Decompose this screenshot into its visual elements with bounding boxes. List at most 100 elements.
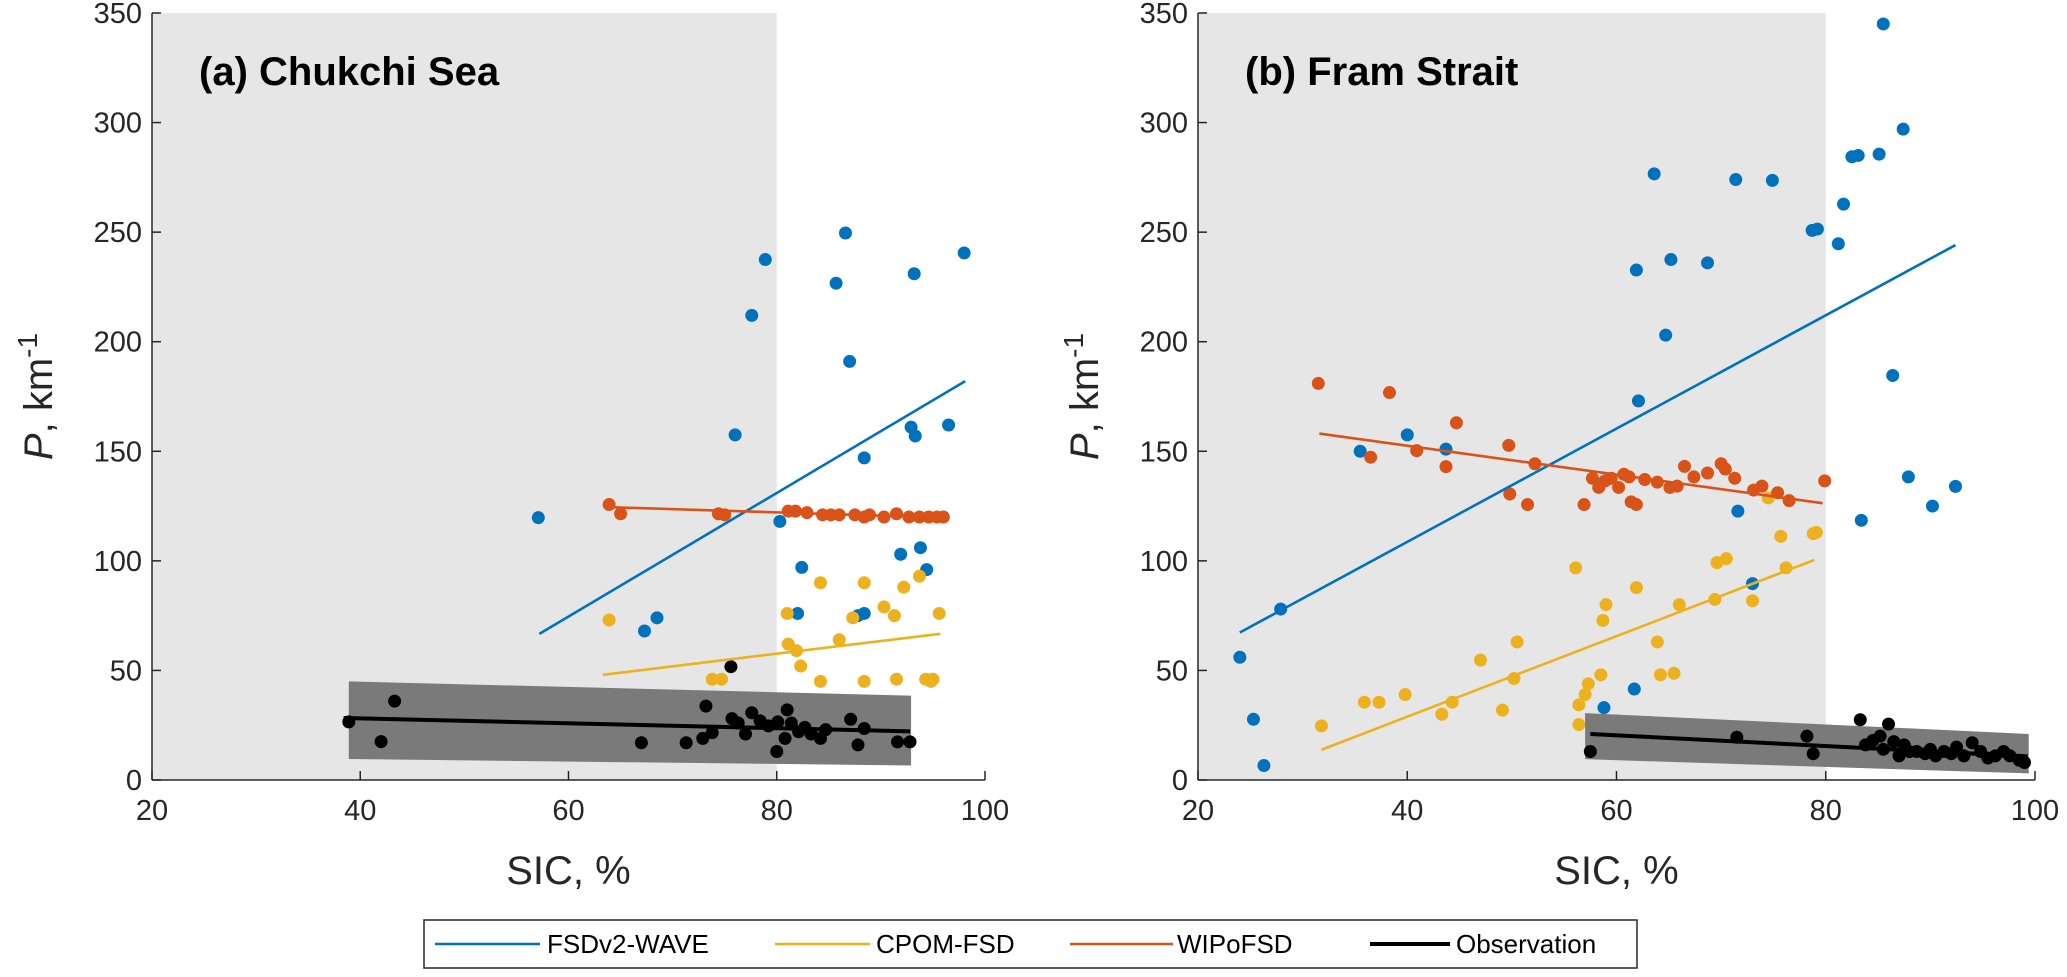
y-axis-label-part: P [17,433,61,460]
fit-line [609,505,947,519]
y-tick-label: 300 [1140,108,1188,140]
data-point [788,504,802,518]
y-tick-label: 350 [1140,0,1188,30]
data-point [771,715,785,729]
data-point [728,428,742,442]
y-tick-label: 250 [1140,217,1188,249]
data-point [1435,707,1449,721]
legend-label: CPOM-FSD [876,929,1015,959]
data-point [1948,479,1962,493]
data-point [857,674,871,688]
data-point [795,560,809,574]
data-point [1585,471,1599,485]
data-point [1612,480,1626,494]
data-point [1572,718,1586,732]
y-tick-label: 200 [94,327,142,359]
plot-area [1198,13,2032,780]
data-point [1578,688,1592,702]
data-point [638,624,652,638]
data-point [696,731,710,745]
data-point [1314,719,1328,733]
data-point [780,703,794,717]
data-point [1765,173,1779,187]
y-tick-label: 200 [1140,327,1188,359]
data-point [770,745,784,759]
data-point [1731,504,1745,518]
data-point [832,633,846,647]
data-point [1965,736,1979,750]
data-point [889,672,903,686]
data-point [1569,561,1583,575]
data-point [1806,747,1820,761]
data-point [1439,442,1453,456]
data-point [773,514,787,528]
data-point [1809,525,1823,539]
data-point [1311,376,1325,390]
data-point [1831,237,1845,251]
x-axis-label: SIC, % [1554,849,1678,893]
data-point [903,735,917,749]
data-point [1876,17,1890,31]
data-point [1872,147,1886,161]
data-point [705,726,719,740]
data-point [650,611,664,625]
y-tick-label: 50 [110,655,142,687]
data-point [1746,594,1760,608]
x-tick-label: 20 [1182,795,1214,827]
data-point [1398,688,1412,702]
data-point [838,226,852,240]
data-point [1718,462,1732,476]
y-axis-label: P, km-1 [12,333,62,460]
y-axis-label-part: P [1063,433,1107,460]
data-point [1353,444,1367,458]
data-point [857,451,871,465]
data-point [1925,499,1939,513]
data-point [1853,713,1867,727]
data-point [1382,386,1396,400]
data-point [784,716,798,730]
data-point [1583,745,1597,759]
data-point [745,706,759,720]
data-point [851,738,865,752]
y-tick-label: 100 [1140,546,1188,578]
data-point [957,246,971,260]
data-point [1774,529,1788,543]
data-point [1729,173,1743,187]
legend-label: FSDv2-WAVE [547,929,709,959]
data-point [829,276,843,290]
y-axis-label: P, km-1 [1058,333,1108,460]
data-point [1629,263,1643,277]
data-point [926,672,940,686]
data-point [791,606,805,620]
y-tick-label: 150 [1140,436,1188,468]
data-point [877,600,891,614]
data-point [1659,328,1673,342]
y-axis-label-part: -1 [1058,333,1089,358]
data-point [813,674,827,688]
data-point [1510,635,1524,649]
x-tick-label: 60 [1600,795,1632,827]
fit-line [1320,558,1815,751]
data-point [1854,513,1868,527]
data-point [388,694,402,708]
data-point [1439,460,1453,474]
x-tick-label: 20 [136,795,168,827]
data-point [1664,253,1678,267]
y-tick-label: 0 [126,765,142,797]
data-point [1647,167,1661,181]
data-point [1629,498,1643,512]
y-axis-label-part: , km [1063,358,1107,434]
data-point [1701,466,1715,480]
data-point [778,731,792,745]
data-point [912,569,926,583]
y-tick-label: 0 [1172,765,1188,797]
data-point [1572,698,1586,712]
data-point [1473,653,1487,667]
data-point [891,735,905,749]
shaded-region [152,13,777,780]
data-point [1782,494,1796,508]
data-point [739,727,753,741]
fit-line [538,380,966,635]
data-point [1896,122,1910,136]
data-point [942,418,956,432]
